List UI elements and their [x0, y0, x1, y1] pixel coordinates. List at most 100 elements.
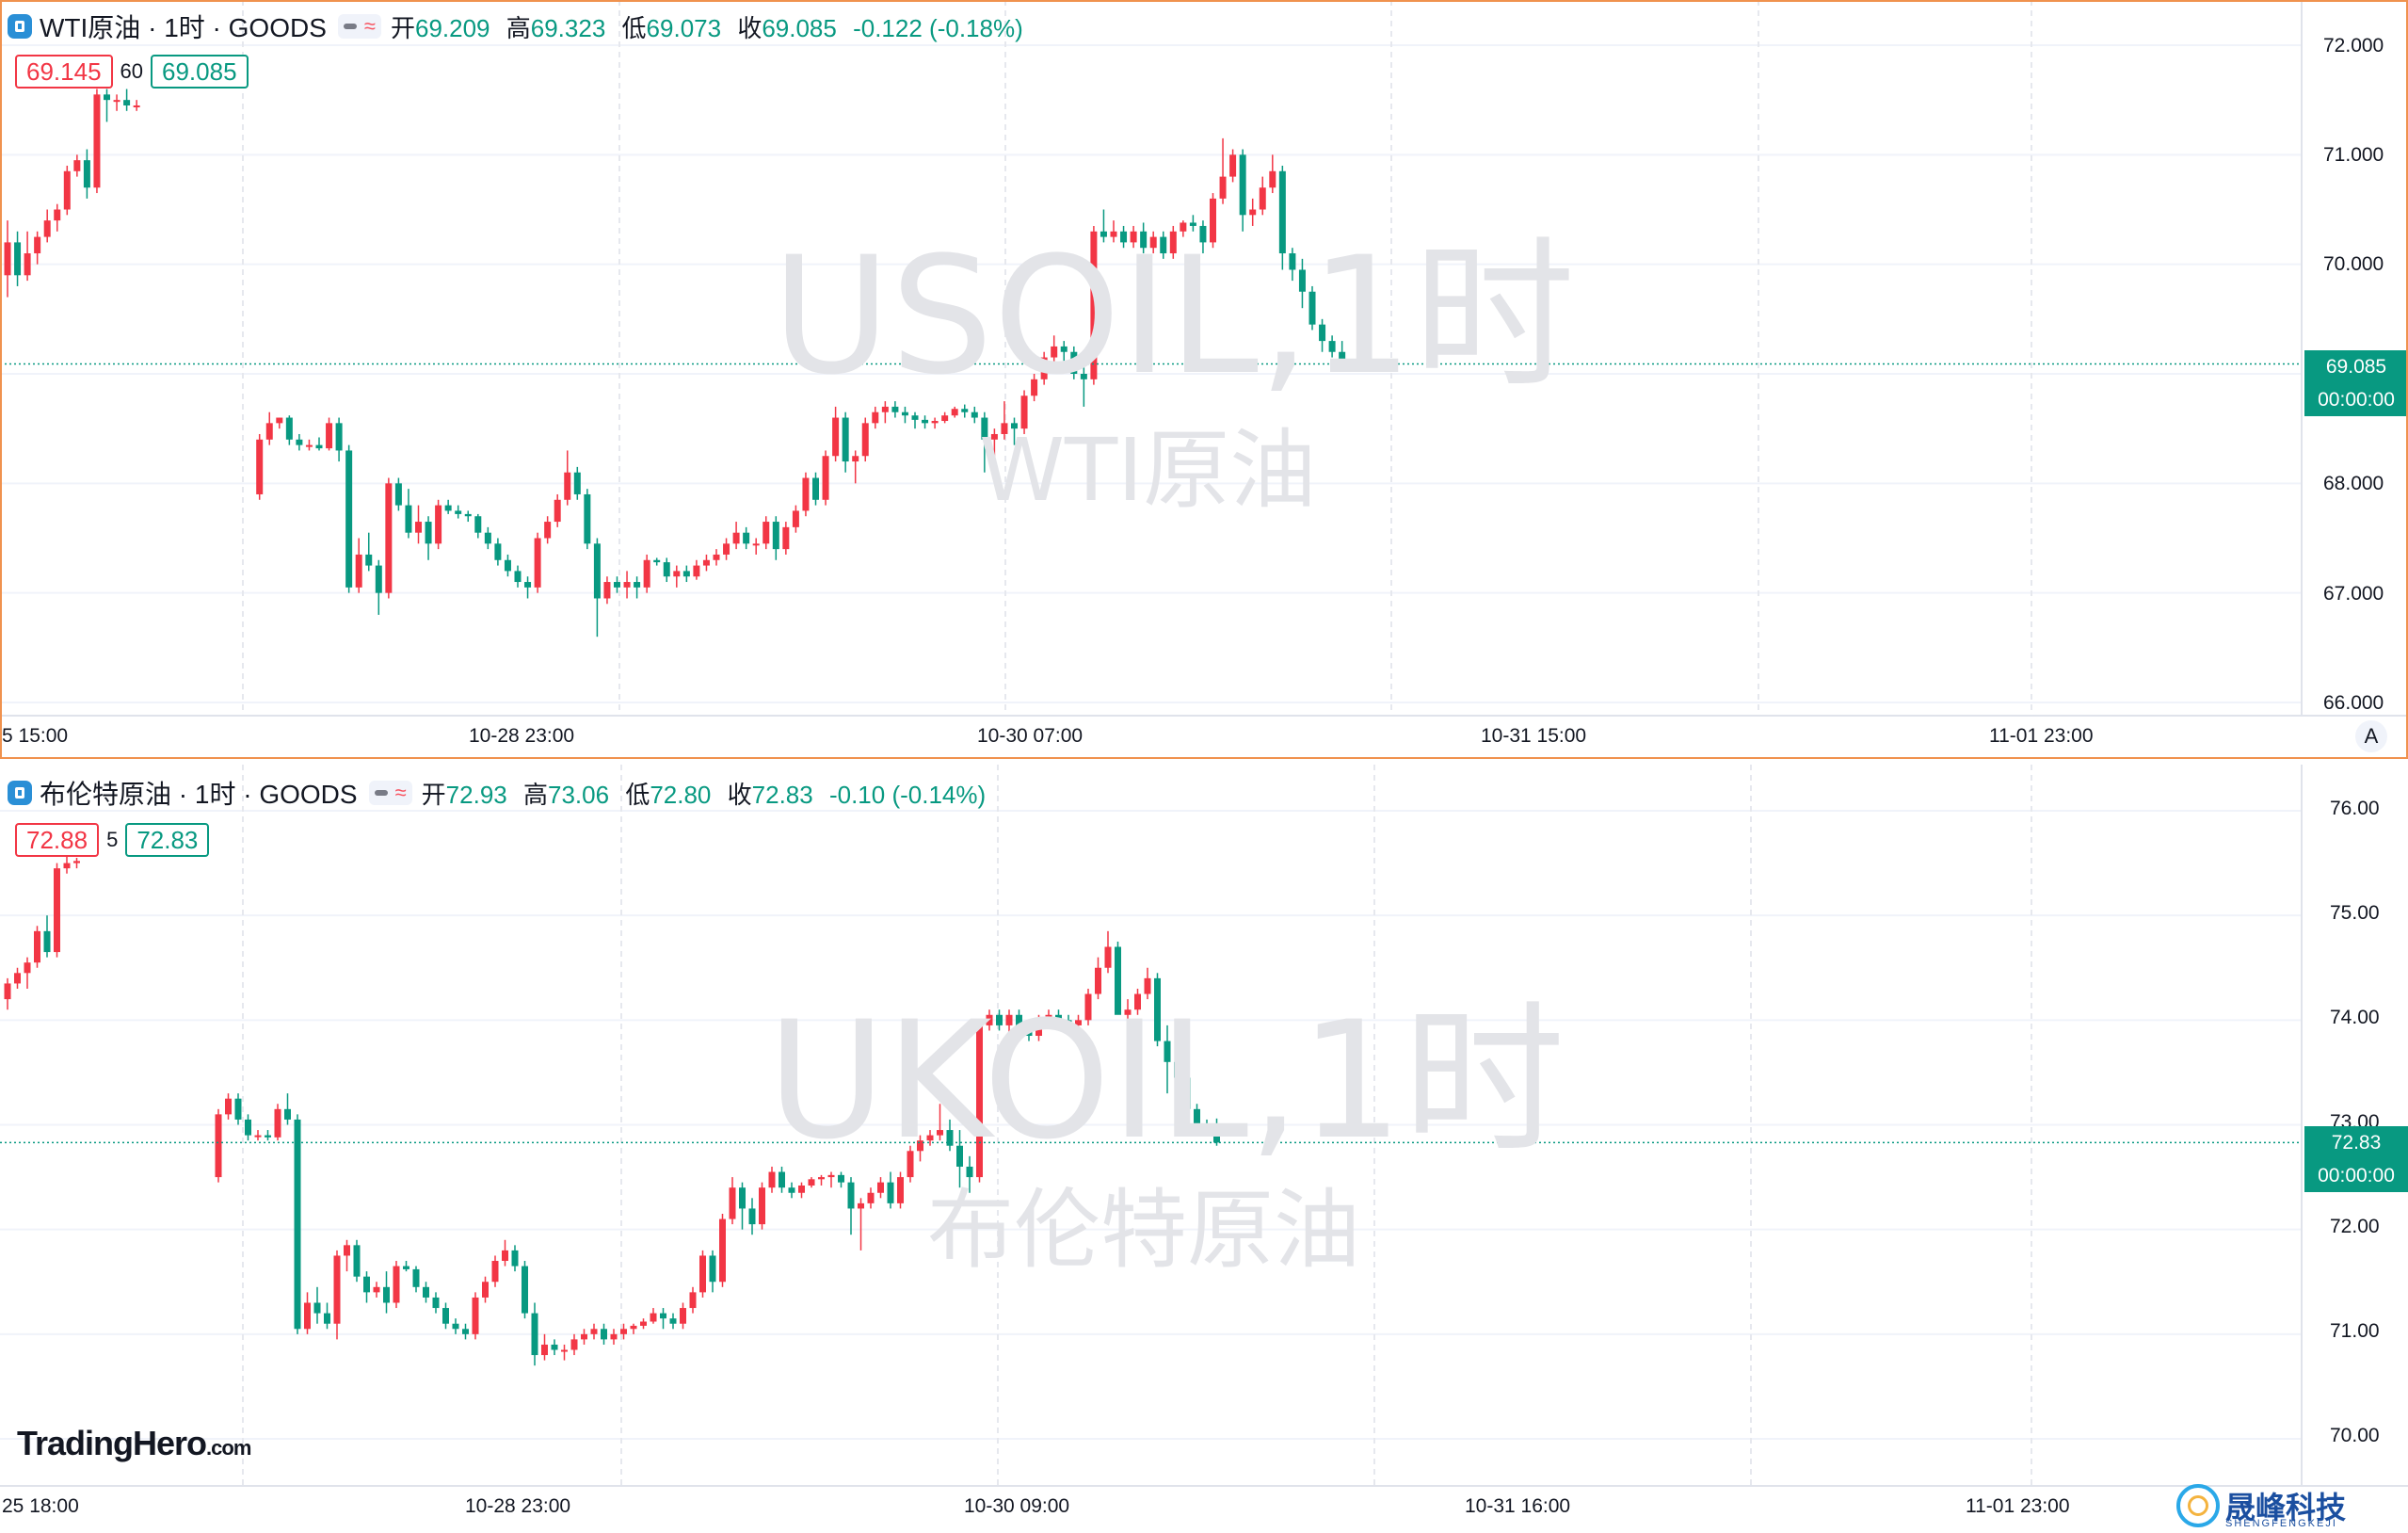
- candle-body[interactable]: [1239, 154, 1246, 216]
- candle-body[interactable]: [1249, 209, 1257, 216]
- candle-body[interactable]: [759, 1187, 765, 1225]
- candle-body[interactable]: [818, 1177, 825, 1180]
- candle-body[interactable]: [951, 409, 958, 416]
- candle-body[interactable]: [1005, 1014, 1013, 1025]
- auto-scale-button[interactable]: A: [2355, 720, 2387, 752]
- candle-body[interactable]: [1144, 977, 1151, 994]
- candle-body[interactable]: [669, 1318, 677, 1324]
- candlestick-chart-bottom[interactable]: [0, 765, 2408, 1533]
- candle-body[interactable]: [663, 562, 670, 577]
- candle-body[interactable]: [852, 456, 859, 462]
- candle-body[interactable]: [673, 571, 681, 577]
- symbol-title[interactable]: 布伦特原油 · 1时 · GOODS: [40, 780, 358, 809]
- candle-body[interactable]: [474, 516, 482, 533]
- candle-body[interactable]: [551, 1344, 558, 1350]
- symbol-title[interactable]: WTI原油 · 1时 · GOODS: [40, 13, 327, 42]
- candle-body[interactable]: [867, 1192, 875, 1203]
- candle-body[interactable]: [393, 1266, 400, 1303]
- candle-body[interactable]: [1130, 231, 1137, 243]
- candle-body[interactable]: [1210, 198, 1216, 243]
- candle-body[interactable]: [812, 477, 819, 500]
- chart-pane-top[interactable]: USOIL,1时 WTI原油 WTI原油 · 1时 · GOODS ≈ 开69.…: [0, 0, 2408, 759]
- candle-body[interactable]: [1095, 967, 1101, 994]
- candle-body[interactable]: [472, 1297, 479, 1334]
- candle-body[interactable]: [415, 522, 422, 533]
- candle-body[interactable]: [502, 1250, 508, 1262]
- candle-body[interactable]: [54, 209, 61, 221]
- candle-body[interactable]: [941, 415, 949, 422]
- candle-body[interactable]: [779, 1171, 785, 1188]
- candle-body[interactable]: [630, 1325, 637, 1330]
- candle-body[interactable]: [922, 419, 929, 424]
- candle-body[interactable]: [524, 582, 532, 588]
- candle-body[interactable]: [1070, 351, 1078, 374]
- candle-body[interactable]: [333, 1255, 341, 1324]
- candle-body[interactable]: [739, 1187, 746, 1209]
- candle-body[interactable]: [926, 1135, 934, 1141]
- candle-body[interactable]: [996, 1014, 1003, 1025]
- candle-body[interactable]: [1100, 231, 1107, 237]
- candle-body[interactable]: [1035, 1020, 1042, 1037]
- candle-body[interactable]: [956, 1145, 963, 1167]
- candle-body[interactable]: [832, 417, 840, 457]
- candle-body[interactable]: [265, 423, 273, 440]
- candle-body[interactable]: [412, 1268, 420, 1287]
- candle-body[interactable]: [1164, 1041, 1171, 1062]
- candle-body[interactable]: [531, 1313, 538, 1356]
- candle-body[interactable]: [1045, 1014, 1052, 1021]
- candle-body[interactable]: [640, 1321, 647, 1326]
- candle-body[interactable]: [763, 522, 770, 544]
- candle-body[interactable]: [891, 406, 899, 412]
- candle-body[interactable]: [375, 565, 382, 593]
- candle-body[interactable]: [1110, 231, 1117, 237]
- candle-body[interactable]: [808, 1179, 815, 1186]
- candle-body[interactable]: [729, 1187, 736, 1219]
- candle-body[interactable]: [462, 1329, 469, 1334]
- candle-body[interactable]: [573, 472, 581, 494]
- candle-body[interactable]: [976, 1025, 983, 1178]
- candle-body[interactable]: [1180, 222, 1187, 232]
- candle-body[interactable]: [353, 1245, 361, 1277]
- candle-body[interactable]: [1115, 946, 1121, 1015]
- candle-body[interactable]: [699, 1255, 706, 1293]
- candle-body[interactable]: [570, 1339, 578, 1350]
- symbol-icon[interactable]: [8, 14, 32, 39]
- candle-body[interactable]: [858, 1202, 864, 1209]
- candle-body[interactable]: [385, 483, 393, 593]
- candle-body[interactable]: [1149, 236, 1157, 249]
- candle-body[interactable]: [946, 1130, 954, 1146]
- candle-body[interactable]: [313, 1302, 321, 1314]
- candle-body[interactable]: [73, 861, 80, 863]
- candle-body[interactable]: [623, 582, 631, 588]
- candle-body[interactable]: [4, 242, 11, 276]
- candle-body[interactable]: [34, 930, 40, 963]
- candle-body[interactable]: [931, 421, 939, 424]
- candle-body[interactable]: [1203, 1124, 1211, 1133]
- candle-body[interactable]: [1134, 993, 1141, 1010]
- candle-body[interactable]: [123, 100, 131, 105]
- candle-body[interactable]: [284, 1108, 291, 1120]
- candle-body[interactable]: [897, 1177, 904, 1203]
- candle-body[interactable]: [24, 253, 31, 276]
- candle-body[interactable]: [1298, 269, 1306, 292]
- candle-body[interactable]: [1055, 1014, 1062, 1021]
- candle-body[interactable]: [83, 160, 90, 188]
- candle-body[interactable]: [14, 242, 22, 276]
- candle-body[interactable]: [1213, 1132, 1220, 1143]
- candle-body[interactable]: [986, 1014, 993, 1025]
- chart-pane-bottom[interactable]: UKOIL,1时 布伦特原油 布伦特原油 · 1时 · GOODS ≈ 开72.…: [0, 765, 2408, 1533]
- candle-body[interactable]: [1278, 170, 1286, 254]
- candle-body[interactable]: [752, 543, 760, 546]
- candle-body[interactable]: [1189, 222, 1196, 226]
- legend-toggle[interactable]: ≈: [368, 781, 412, 805]
- candle-body[interactable]: [1051, 346, 1058, 358]
- candle-body[interactable]: [1328, 341, 1336, 352]
- candle-body[interactable]: [650, 1313, 657, 1322]
- candle-body[interactable]: [709, 1255, 716, 1283]
- candle-body[interactable]: [877, 1182, 884, 1193]
- candle-body[interactable]: [541, 1344, 548, 1356]
- sell-price-button[interactable]: 69.145: [15, 55, 113, 89]
- candle-body[interactable]: [1269, 170, 1276, 188]
- candle-body[interactable]: [285, 417, 293, 440]
- candle-body[interactable]: [937, 1130, 943, 1136]
